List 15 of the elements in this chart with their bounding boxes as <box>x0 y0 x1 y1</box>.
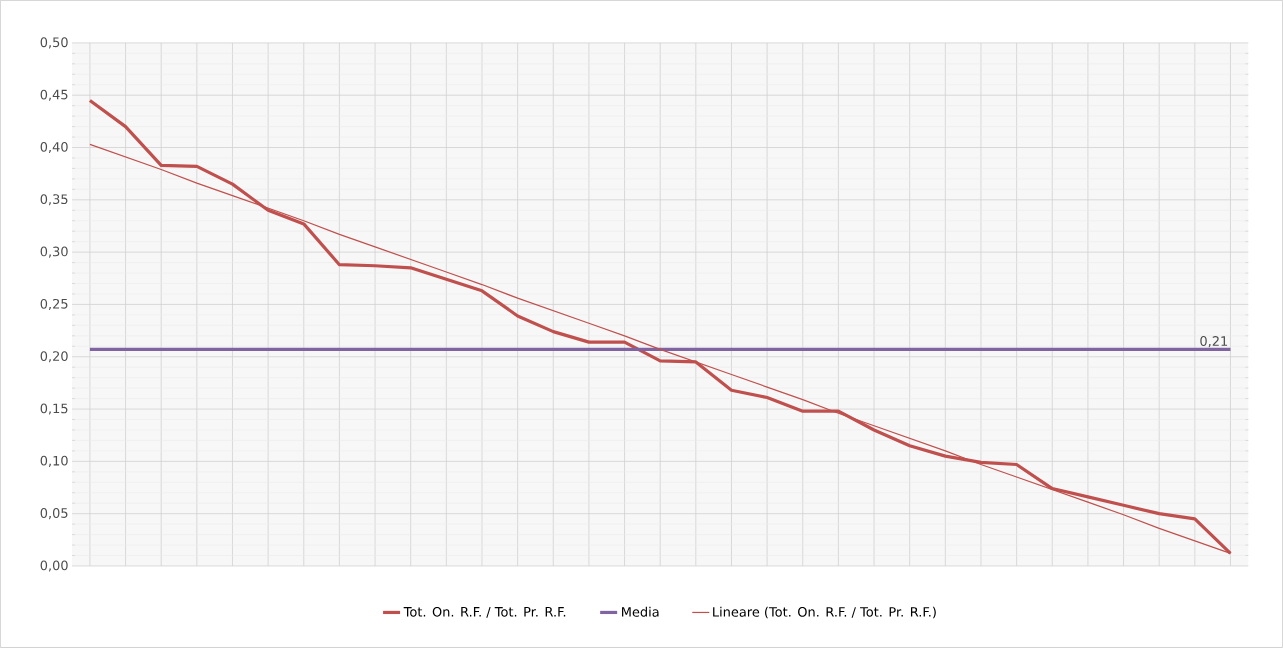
y-tick-label: 0,30 <box>40 246 68 258</box>
y-tick-label: 0,05 <box>40 508 68 520</box>
y-tick-label: 0,10 <box>40 455 68 467</box>
y-tick-label: 0,25 <box>40 298 68 311</box>
data-label: 0,21 <box>1200 336 1228 348</box>
y-tick-label: 0,50 <box>40 37 68 49</box>
y-tick-label: 0,15 <box>40 403 68 415</box>
y-tick-label: 0,40 <box>40 142 68 154</box>
y-tick-label: 0,35 <box>40 194 68 206</box>
legend-label: Media <box>622 606 659 617</box>
legend-label: Lineare (Tot. On. R.F. / Tot. Pr. R.F.) <box>713 606 936 619</box>
legend-label: Tot. On. R.F. / Tot. Pr. R.F. <box>403 606 566 618</box>
y-tick-label: 0,45 <box>40 89 68 101</box>
y-tick-label: 0,20 <box>40 351 68 363</box>
y-tick-label: 0,00 <box>40 560 68 572</box>
